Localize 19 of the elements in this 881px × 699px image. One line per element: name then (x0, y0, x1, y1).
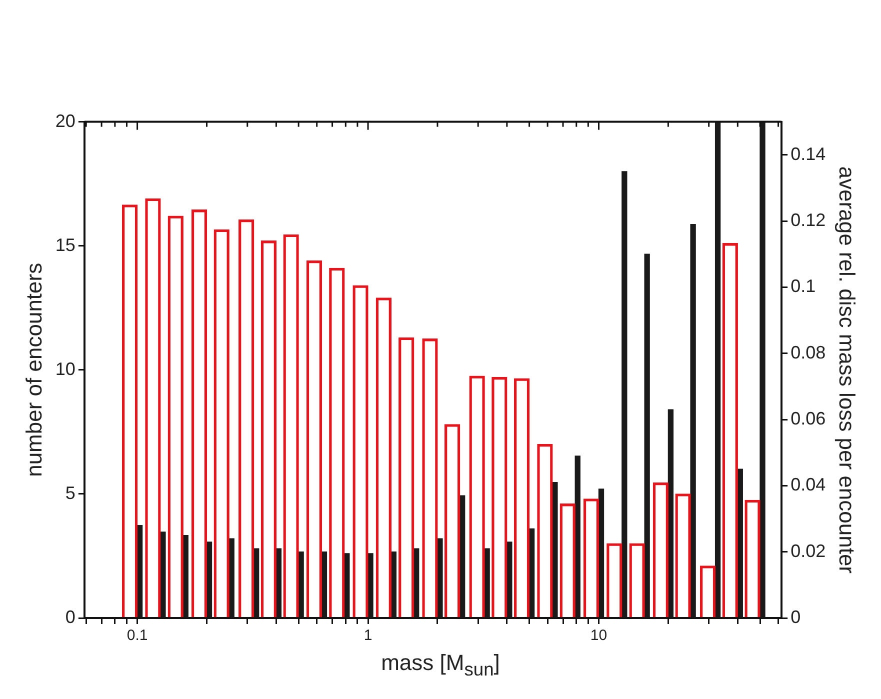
y-tick-label: 5 (65, 482, 76, 503)
x-tick-label: 1 (364, 627, 372, 644)
y2-tick-label: 0.1 (790, 276, 816, 296)
y2-tick-label: 0.14 (790, 144, 826, 164)
y2-tick-label: 0 (790, 606, 801, 627)
y2-tick-label: 0.04 (790, 474, 826, 495)
y2-tick-label: 0.08 (790, 342, 826, 362)
y-tick-label: 15 (55, 234, 76, 255)
y2-tick-label: 0.12 (790, 210, 826, 230)
x-tick-label: 0.1 (126, 627, 148, 644)
y-tick-label: 0 (65, 606, 76, 627)
x-tick-label: 10 (590, 627, 608, 644)
y-axis-title: number of encounters (21, 262, 46, 477)
y2-tick-label: 0.02 (790, 540, 826, 561)
x-axis-title: mass [M$_{sun}$] (380, 650, 501, 680)
y2-tick-label: 0.06 (790, 408, 826, 428)
y2-axis-title: average rel. disc mass loss per encounter (834, 166, 860, 574)
y-tick-label: 10 (55, 358, 76, 379)
y-tick-label: 20 (55, 110, 76, 131)
